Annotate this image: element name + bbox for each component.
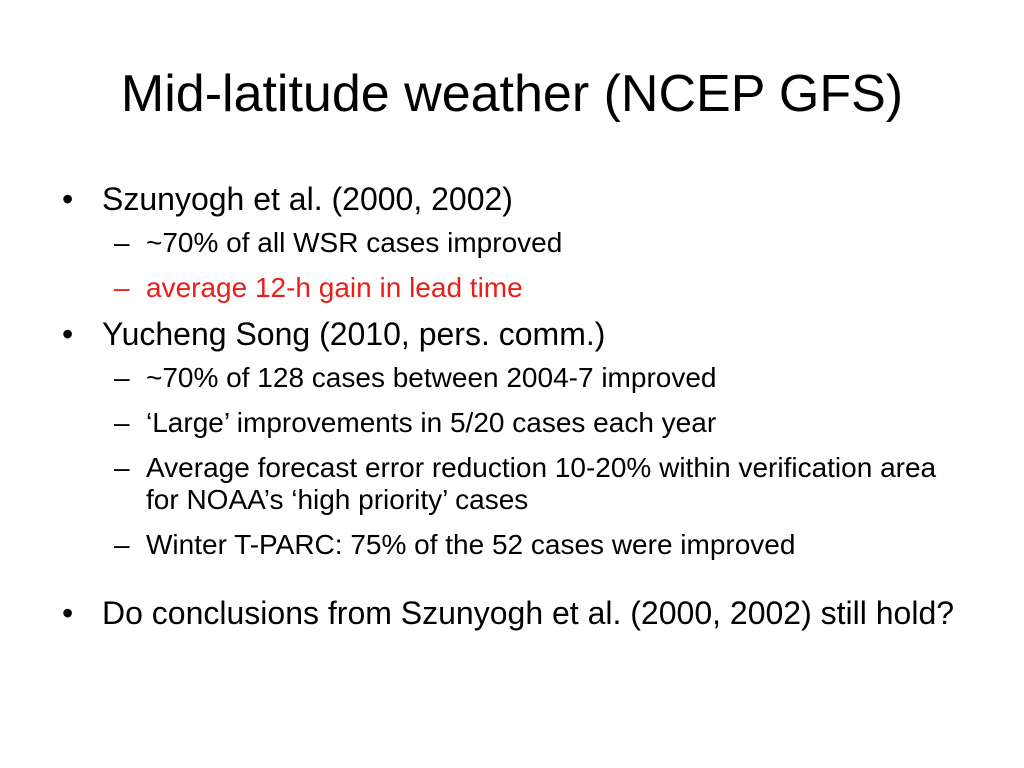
bullet-icon: • xyxy=(62,595,74,631)
bullet-icon: • xyxy=(62,181,74,217)
bullet-text: Szunyogh et al. (2000, 2002) xyxy=(102,181,513,217)
subitem-text: ‘Large’ improvements in 5/20 cases each … xyxy=(146,407,717,438)
subitem-text: ~70% of all WSR cases improved xyxy=(146,227,563,258)
bullet-text: Do conclusions from Szunyogh et al. (200… xyxy=(102,595,955,631)
subitem-128-cases: – ~70% of 128 cases between 2004-7 impro… xyxy=(62,362,972,394)
subitem-text: Average forecast error reduction 10-20% … xyxy=(146,452,937,515)
dash-icon: – xyxy=(114,407,130,438)
subitem-large-improvements: – ‘Large’ improvements in 5/20 cases eac… xyxy=(62,407,972,439)
bullet-text: Yucheng Song (2010, pers. comm.) xyxy=(102,316,606,352)
bullet-yucheng-song: • Yucheng Song (2010, pers. comm.) xyxy=(62,317,972,352)
subitem-error-reduction: – Average forecast error reduction 10-20… xyxy=(62,452,972,516)
bullet-szunyogh: • Szunyogh et al. (2000, 2002) xyxy=(62,182,972,217)
subitem-text: ~70% of 128 cases between 2004-7 improve… xyxy=(146,362,717,393)
dash-icon: – xyxy=(114,227,130,258)
subitem-text: average 12-h gain in lead time xyxy=(146,272,523,303)
subitem-lead-time-gain: – average 12-h gain in lead time xyxy=(62,272,972,304)
subitem-wsr-improved: – ~70% of all WSR cases improved xyxy=(62,227,972,259)
dash-icon: – xyxy=(114,529,130,560)
slide-content: • Szunyogh et al. (2000, 2002) – ~70% of… xyxy=(62,182,972,641)
dash-icon: – xyxy=(114,272,130,303)
subitem-winter-tparc: – Winter T-PARC: 75% of the 52 cases wer… xyxy=(62,529,972,561)
subitem-text: Winter T-PARC: 75% of the 52 cases were … xyxy=(146,529,796,560)
slide-title: Mid-latitude weather (NCEP GFS) xyxy=(120,65,904,123)
spacer xyxy=(62,574,972,596)
dash-icon: – xyxy=(114,362,130,393)
bullet-icon: • xyxy=(62,316,74,352)
bullet-question: • Do conclusions from Szunyogh et al. (2… xyxy=(62,596,972,631)
dash-icon: – xyxy=(114,452,130,483)
